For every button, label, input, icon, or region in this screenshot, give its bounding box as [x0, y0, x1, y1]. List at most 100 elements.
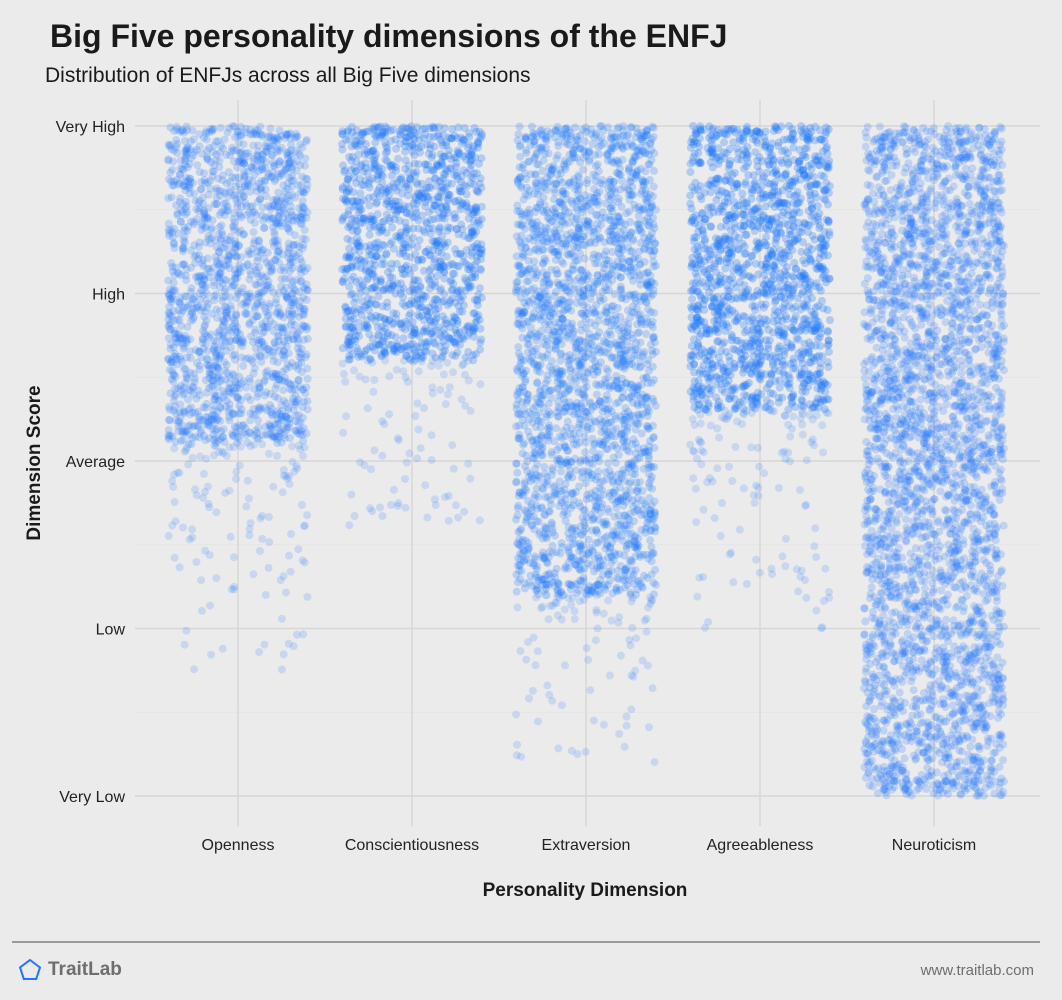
data-point	[594, 167, 603, 176]
data-point	[242, 502, 251, 511]
data-point	[388, 223, 397, 232]
data-point	[215, 326, 224, 335]
data-point	[237, 288, 246, 297]
data-point	[303, 511, 312, 520]
data-point	[260, 391, 269, 400]
data-point	[246, 292, 255, 301]
data-point	[589, 547, 598, 556]
data-point	[283, 130, 292, 139]
data-point	[426, 132, 435, 141]
data-point	[533, 378, 542, 387]
data-point	[241, 302, 250, 311]
data-point	[193, 358, 201, 367]
chart-subtitle: Distribution of ENFJs across all Big Fiv…	[45, 64, 531, 88]
data-point	[606, 175, 615, 184]
data-point	[378, 512, 387, 520]
data-point	[343, 264, 352, 273]
data-point	[419, 266, 428, 275]
data-point	[459, 360, 468, 368]
data-point	[448, 318, 457, 327]
data-point	[298, 500, 306, 509]
data-point	[219, 425, 228, 434]
data-point	[649, 257, 658, 266]
data-point	[174, 418, 183, 427]
data-point	[211, 357, 220, 366]
data-point	[220, 358, 229, 367]
data-point	[591, 539, 600, 547]
data-point	[347, 275, 355, 284]
data-point	[261, 403, 270, 412]
data-point	[421, 202, 430, 211]
data-point	[279, 181, 288, 190]
data-point	[274, 331, 283, 340]
data-point	[650, 463, 659, 471]
data-point	[401, 503, 410, 512]
data-point	[294, 149, 303, 158]
data-point	[283, 330, 292, 339]
data-point	[518, 249, 527, 258]
data-point	[637, 189, 645, 198]
data-point	[188, 382, 197, 391]
data-point	[180, 342, 189, 351]
data-point	[342, 412, 351, 421]
data-point	[285, 274, 294, 283]
data-point	[425, 303, 433, 312]
data-point	[464, 265, 472, 274]
data-point	[226, 388, 235, 397]
data-point	[249, 410, 258, 419]
data-point	[202, 316, 211, 325]
data-point	[455, 340, 464, 349]
data-point	[272, 218, 281, 227]
data-point	[173, 211, 182, 219]
data-point	[371, 243, 380, 252]
data-point	[564, 446, 573, 455]
data-point	[426, 229, 435, 238]
data-point	[620, 423, 629, 432]
data-point	[534, 160, 543, 169]
data-point	[172, 176, 181, 184]
data-point	[216, 417, 225, 425]
data-point	[572, 203, 581, 212]
data-point	[650, 166, 658, 175]
data-point	[543, 179, 552, 187]
data-point	[473, 219, 482, 228]
data-point	[253, 299, 262, 308]
data-point	[381, 284, 390, 293]
data-point	[341, 166, 350, 175]
data-point	[587, 489, 596, 498]
data-point	[284, 220, 293, 229]
data-point	[198, 606, 206, 615]
data-point	[644, 305, 653, 314]
data-point	[406, 253, 415, 262]
data-point	[164, 415, 173, 424]
data-point	[350, 512, 359, 520]
data-point	[629, 570, 638, 579]
data-point	[595, 234, 604, 243]
data-point	[563, 387, 572, 396]
data-point	[387, 136, 396, 145]
data-point	[202, 355, 211, 363]
data-point	[530, 264, 539, 273]
data-point	[349, 323, 357, 332]
data-point	[204, 333, 213, 342]
data-point	[569, 149, 578, 158]
data-point	[431, 174, 440, 183]
data-point	[399, 334, 408, 343]
data-point	[394, 154, 403, 163]
data-point	[191, 432, 200, 441]
data-point	[204, 500, 213, 508]
data-point	[164, 276, 173, 285]
data-point	[603, 532, 612, 541]
data-point	[471, 203, 480, 212]
data-point	[467, 147, 476, 156]
data-point	[347, 490, 356, 499]
data-point	[356, 189, 365, 198]
data-point	[615, 550, 624, 559]
data-point	[427, 431, 436, 440]
data-point	[265, 299, 274, 308]
data-point	[514, 343, 523, 352]
data-point	[354, 237, 363, 246]
data-point	[299, 630, 308, 639]
data-point	[346, 316, 355, 325]
data-point	[458, 225, 467, 234]
